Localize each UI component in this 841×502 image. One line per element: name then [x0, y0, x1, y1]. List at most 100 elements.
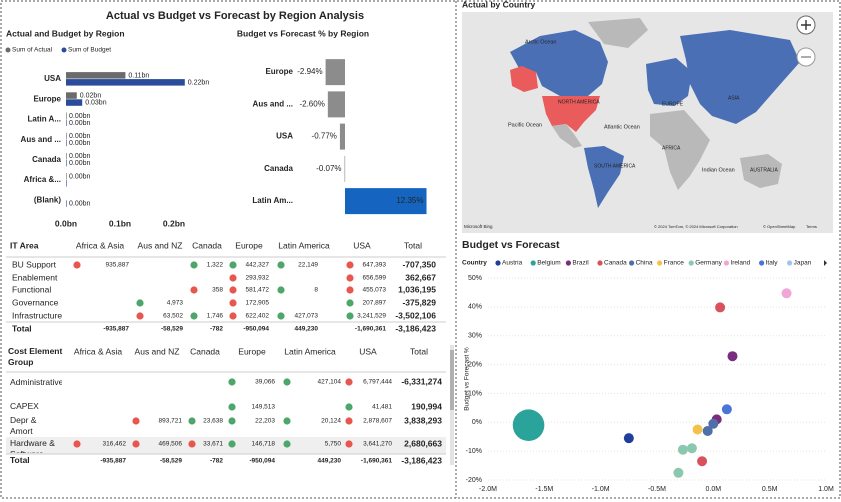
legend-marker [565, 260, 572, 266]
cell: 442,327 [246, 262, 270, 269]
cell: 449,230 [295, 326, 319, 333]
status-icon [346, 261, 354, 269]
cell: 41,481 [372, 404, 392, 411]
bar [325, 59, 345, 86]
bar [66, 132, 67, 140]
legend-label: Germany [695, 260, 722, 267]
category-label: (Blank) [34, 195, 61, 204]
legend-marker [61, 47, 67, 53]
column-header: Latin America [278, 240, 330, 250]
legend-next[interactable] [824, 260, 827, 266]
cell: -782 [210, 326, 223, 333]
cell: 581,472 [246, 287, 270, 294]
status-icon [346, 312, 354, 320]
status-icon [283, 440, 291, 448]
row-label: Infrastructure [12, 310, 62, 320]
cell: -935,887 [100, 458, 126, 465]
cell: 449,230 [318, 458, 342, 465]
category-label: Aus and ... [21, 135, 61, 144]
bar [344, 155, 346, 182]
bubble [721, 404, 732, 415]
cell: 22,149 [298, 262, 318, 269]
status-icon [277, 312, 285, 320]
bubble [708, 418, 719, 429]
legend-label: Sum of Actual [12, 47, 53, 54]
cell: 2,680,663 [404, 438, 442, 448]
y-tick-label: 0% [472, 419, 482, 426]
cell: 4,973 [167, 300, 184, 307]
value-label: -2.94% [297, 67, 322, 76]
greenland [588, 18, 648, 48]
map-attribution: © 2024 TomTom, © 2024 Microsoft Corporat… [654, 224, 738, 229]
category-label: USA [276, 132, 293, 141]
bar [66, 200, 67, 207]
cell: 316,462 [103, 441, 127, 448]
bubble [715, 302, 726, 313]
cell: 149,513 [252, 404, 276, 411]
map-terms: Terms [806, 224, 817, 229]
legend-label: Sum of Budget [68, 47, 111, 54]
cell: 427,073 [295, 313, 319, 320]
cell: 172,905 [246, 300, 270, 307]
bubble [781, 288, 792, 299]
status-icon [188, 440, 196, 448]
cell: 427,104 [318, 379, 342, 386]
cell: 63,502 [163, 313, 183, 320]
cell: 1,036,195 [398, 284, 436, 294]
cell: -3,502,106 [395, 310, 436, 320]
row-label: CAPEX [10, 401, 39, 411]
cell: -6,331,274 [401, 376, 442, 386]
row-label: Administrative [10, 377, 62, 387]
zoom-in[interactable] [796, 15, 816, 35]
legend-title: Country [462, 260, 487, 267]
category-label: Canada [32, 155, 61, 164]
legend-label: Belgium [537, 260, 560, 267]
row-label-box: Hardware & Software [10, 438, 55, 453]
value-label: 0.00bn [69, 113, 91, 120]
map-label: Atlantic Ocean [604, 124, 640, 130]
legend-label: Brazil [572, 260, 589, 267]
cell: 935,887 [106, 262, 130, 269]
cell: 5,750 [325, 441, 342, 448]
bar [66, 159, 67, 167]
scroll-thumb[interactable] [450, 350, 454, 410]
cell: -950,094 [249, 458, 275, 465]
legend-marker [530, 260, 536, 266]
legend-label: Austria [502, 260, 523, 267]
column-header: Canada [192, 240, 222, 250]
cell: 1,322 [207, 262, 224, 269]
cell: 893,721 [159, 418, 183, 425]
value-label: 0.00bn [69, 120, 91, 127]
map-label: Arctic Ocean [525, 39, 556, 45]
cell: 293,932 [246, 275, 270, 282]
column-header: Europe [235, 240, 263, 250]
bar [327, 91, 345, 118]
map-label: ASIA [728, 95, 740, 101]
category-label: USA [44, 74, 61, 83]
status-icon [283, 417, 291, 425]
status-icon [228, 378, 236, 386]
column-header: Europe [238, 346, 266, 356]
zoom-out[interactable] [796, 47, 816, 67]
usa [542, 96, 600, 132]
row-label: Enablement [12, 272, 58, 282]
cell: 469,506 [159, 441, 183, 448]
y-tick-label: 10% [468, 390, 482, 397]
status-icon [229, 261, 237, 269]
legend-marker [5, 47, 11, 53]
column-header: Cost Element Group [8, 346, 63, 367]
chart-title: Budget vs Forecast % by Region [237, 28, 369, 38]
legend-label: Canada [604, 260, 627, 267]
bubble [697, 456, 708, 467]
mexico [552, 124, 582, 148]
x-tick-label: 0.5M [762, 486, 778, 493]
bar [66, 152, 67, 160]
cell: 647,393 [363, 262, 387, 269]
row-label-box: Administrative [10, 377, 62, 387]
legend-marker [787, 260, 793, 266]
cell: 3,838,293 [404, 415, 442, 425]
cell: -950,094 [243, 326, 269, 333]
row-label: Functional [12, 284, 51, 294]
status-icon [190, 286, 198, 294]
